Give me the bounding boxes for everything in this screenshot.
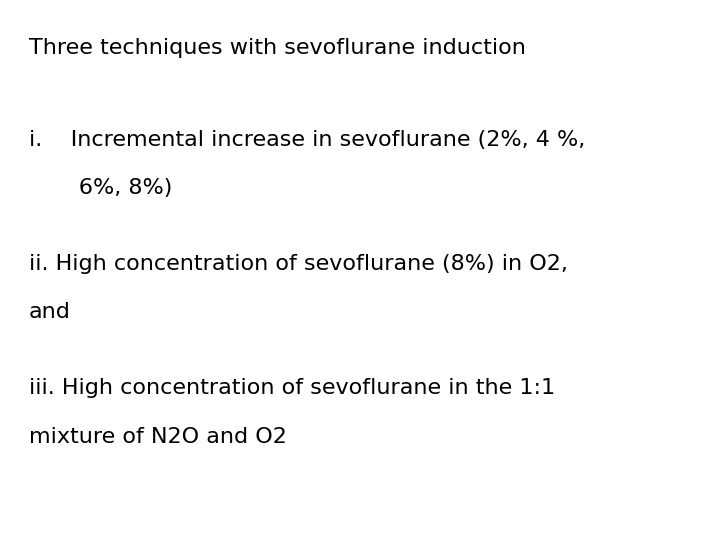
Text: Three techniques with sevoflurane induction: Three techniques with sevoflurane induct… bbox=[29, 38, 526, 58]
Text: i.    Incremental increase in sevoflurane (2%, 4 %,: i. Incremental increase in sevoflurane (… bbox=[29, 130, 585, 150]
Text: and: and bbox=[29, 302, 71, 322]
Text: ii. High concentration of sevoflurane (8%) in O2,: ii. High concentration of sevoflurane (8… bbox=[29, 254, 567, 274]
Text: iii. High concentration of sevoflurane in the 1:1: iii. High concentration of sevoflurane i… bbox=[29, 378, 555, 398]
Text: mixture of N2O and O2: mixture of N2O and O2 bbox=[29, 427, 287, 447]
Text: 6%, 8%): 6%, 8%) bbox=[29, 178, 172, 198]
